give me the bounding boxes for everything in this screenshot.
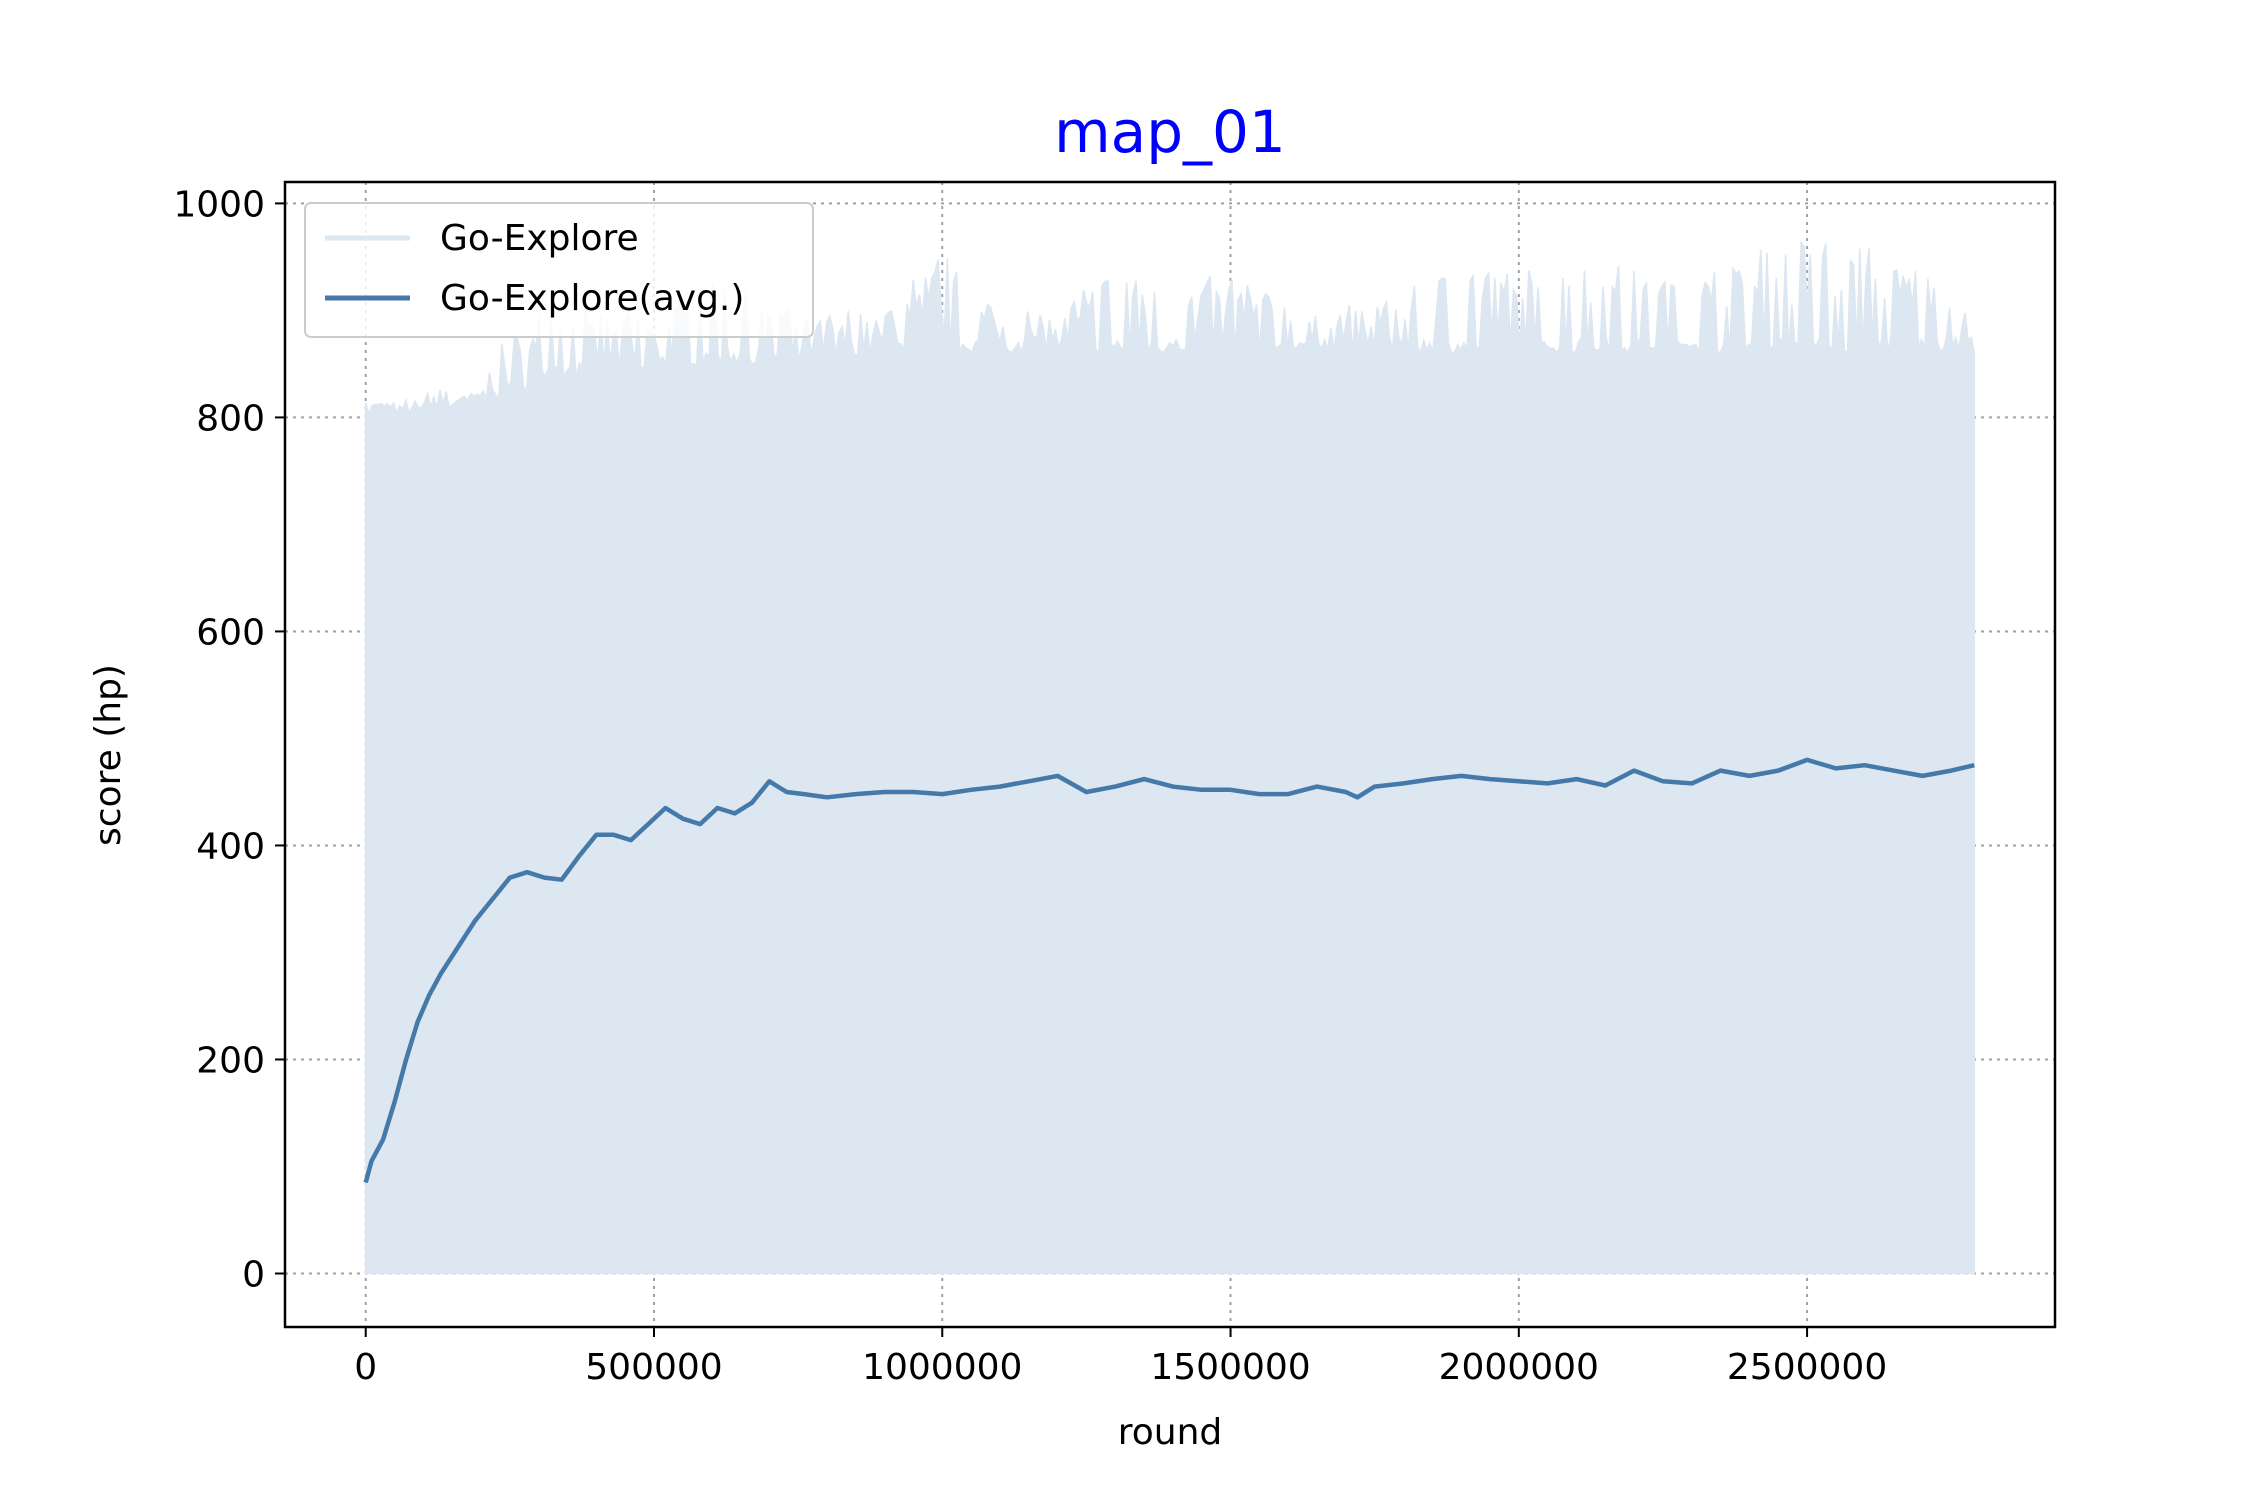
plot-frame xyxy=(283,180,2057,1329)
x-tick-label: 500000 xyxy=(585,1347,722,1388)
legend-box xyxy=(304,202,814,338)
y-tick-label: 400 xyxy=(196,826,265,867)
chart-title: map_01 xyxy=(1054,98,1286,166)
y-axis: 0 200 400 600 800 1000 xyxy=(173,184,285,1295)
y-tick-label: 200 xyxy=(196,1040,265,1081)
y-tick-label: 600 xyxy=(196,612,265,653)
x-axis-label: round xyxy=(1118,1412,1223,1453)
legend: Go-Explore Go-Explore(avg.) xyxy=(304,202,814,338)
x-axis: 0 500000 1000000 1500000 2000000 2500000 xyxy=(354,1327,1887,1388)
y-tick-label: 0 xyxy=(242,1254,265,1295)
x-tick-label: 0 xyxy=(354,1347,377,1388)
y-axis-label: score (hp) xyxy=(88,664,129,846)
series-go-explore-avg xyxy=(363,757,1975,1184)
x-tick-label: 1500000 xyxy=(1150,1347,1310,1388)
series-go-explore-area xyxy=(364,240,1976,1275)
legend-label-go-explore-avg: Go-Explore(avg.) xyxy=(440,278,744,319)
series-go-explore xyxy=(364,240,1976,1275)
y-tick-label: 1000 xyxy=(173,184,265,225)
legend-label-go-explore: Go-Explore xyxy=(440,218,639,259)
x-tick-label: 2500000 xyxy=(1727,1347,1887,1388)
series-go-explore-avg-line xyxy=(363,757,1975,1184)
y-tick-label: 800 xyxy=(196,398,265,439)
x-tick-label: 1000000 xyxy=(862,1347,1022,1388)
x-tick-label: 2000000 xyxy=(1439,1347,1599,1388)
